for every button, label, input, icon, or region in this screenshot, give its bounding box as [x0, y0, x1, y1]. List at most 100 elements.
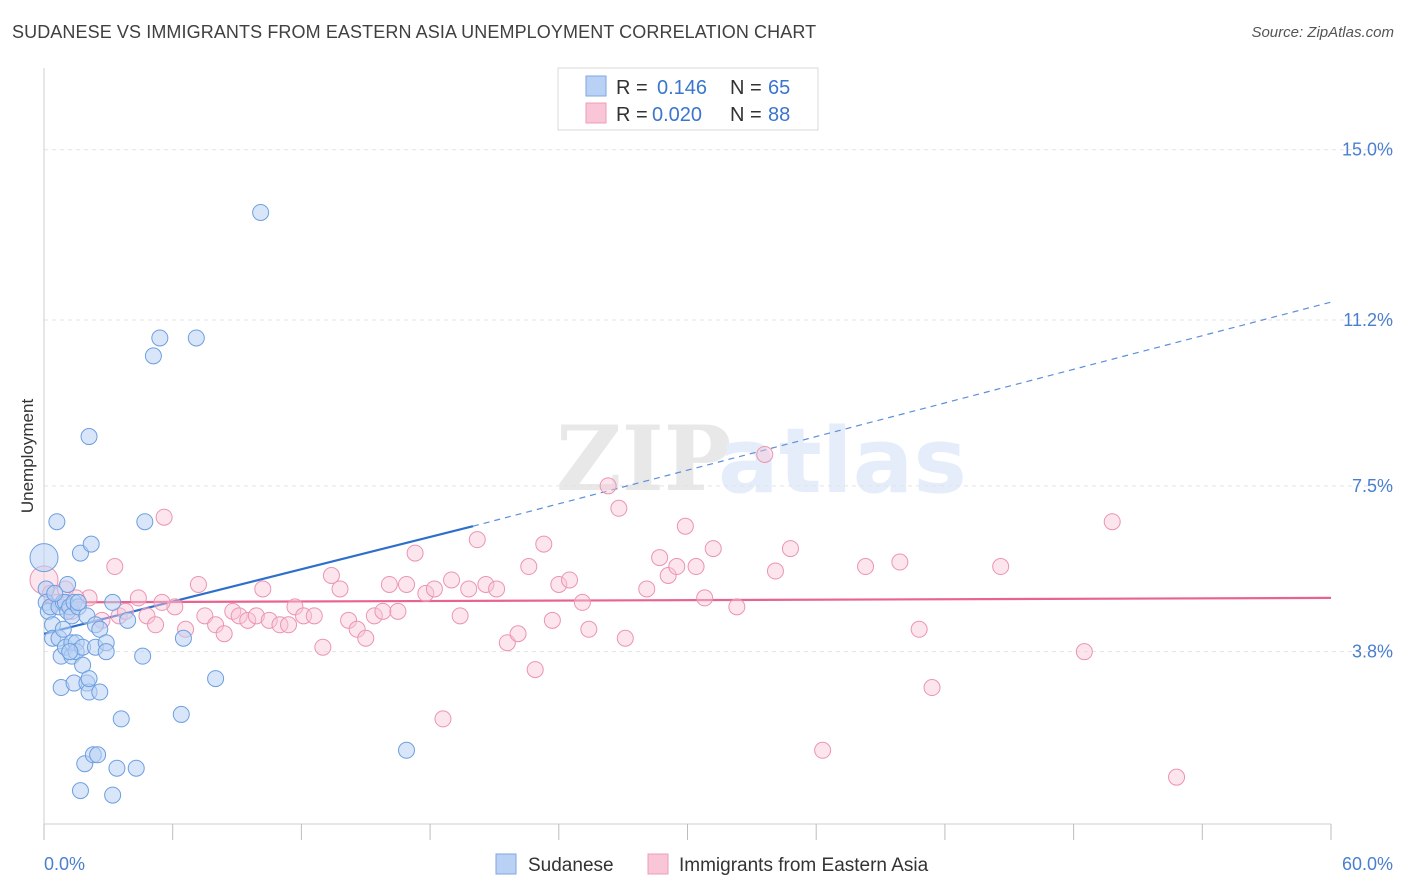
- point-sudanese-63: [46, 584, 64, 602]
- point-eastern-asia-69: [676, 517, 694, 535]
- point-eastern-asia-18: [207, 616, 225, 634]
- point-eastern-asia-36: [357, 629, 375, 647]
- y-tick-labels: 3.8% 7.5% 11.2% 15.0%: [1342, 140, 1393, 662]
- point-sudanese-27: [69, 593, 87, 611]
- legend-r-value-2: 0.020: [652, 104, 702, 126]
- point-eastern-asia-19: [215, 625, 233, 643]
- y-tick-label-2: 11.2%: [1343, 310, 1393, 330]
- data-points: [29, 203, 1186, 804]
- point-sudanese-7: [48, 513, 66, 531]
- point-eastern-asia-67: [659, 566, 677, 584]
- point-eastern-asia-77: [814, 741, 832, 759]
- point-eastern-asia-70: [687, 558, 705, 576]
- point-eastern-asia-82: [992, 558, 1010, 576]
- point-eastern-asia-47: [451, 607, 469, 625]
- point-sudanese-59: [187, 329, 205, 347]
- point-eastern-asia-84: [1103, 513, 1121, 531]
- point-eastern-asia-16: [189, 575, 207, 593]
- point-sudanese-38: [82, 535, 100, 553]
- point-eastern-asia-14: [166, 598, 184, 616]
- legend-n-value-1: 65: [768, 77, 790, 99]
- point-eastern-asia-11: [138, 607, 156, 625]
- x-tick-label-min: 0.0%: [44, 854, 85, 874]
- point-eastern-asia-81: [923, 679, 941, 697]
- legend-n-value-2: 88: [768, 104, 790, 126]
- point-eastern-asia-33: [331, 580, 349, 598]
- point-eastern-asia-78: [857, 558, 875, 576]
- trend-line-sudanese: [43, 525, 474, 635]
- point-eastern-asia-72: [704, 540, 722, 558]
- point-eastern-asia-64: [616, 629, 634, 647]
- point-eastern-asia-56: [535, 535, 553, 553]
- point-eastern-asia-10: [129, 589, 147, 607]
- point-sudanese-53: [134, 647, 152, 665]
- point-eastern-asia-12: [147, 616, 165, 634]
- point-sudanese-48: [104, 786, 122, 804]
- point-eastern-asia-23: [247, 607, 265, 625]
- point-eastern-asia-71: [696, 589, 714, 607]
- watermark-zip: ZIP: [556, 406, 731, 512]
- gridlines: [44, 149, 1393, 653]
- point-eastern-asia-54: [520, 558, 538, 576]
- point-eastern-asia-53: [509, 625, 527, 643]
- point-sudanese-57: [172, 705, 190, 723]
- point-sudanese-49: [108, 759, 126, 777]
- point-eastern-asia-43: [417, 584, 435, 602]
- point-eastern-asia-80: [910, 620, 928, 638]
- point-sudanese-17: [59, 575, 77, 593]
- point-eastern-asia-60: [573, 593, 591, 611]
- point-eastern-asia-46: [443, 571, 461, 589]
- bottom-legend-label-sudanese: Sudanese: [528, 855, 614, 876]
- point-eastern-asia-32: [322, 566, 340, 584]
- point-eastern-asia-37: [365, 607, 383, 625]
- point-sudanese-60: [207, 670, 225, 688]
- point-sudanese-51: [119, 611, 137, 629]
- point-sudanese-64: [61, 643, 79, 661]
- point-sudanese-28: [71, 782, 89, 800]
- point-eastern-asia-79: [891, 553, 909, 571]
- trend-line-eastern-asia: [43, 596, 1332, 604]
- point-eastern-asia-40: [389, 602, 407, 620]
- watermark: ZIP atlas: [556, 406, 967, 514]
- point-sudanese-37: [80, 670, 98, 688]
- point-eastern-asia-74: [756, 445, 774, 463]
- point-sudanese-56: [151, 329, 169, 347]
- point-eastern-asia-42: [406, 544, 424, 562]
- bottom-legend-swatch-eastern-asia: [647, 853, 669, 875]
- point-sudanese-61: [252, 203, 270, 221]
- point-sudanese-58: [174, 629, 192, 647]
- point-eastern-asia-50: [477, 575, 495, 593]
- watermark-atlas: atlas: [718, 409, 967, 514]
- point-sudanese-43: [91, 683, 109, 701]
- legend-r-label-1: R =: [616, 77, 648, 99]
- point-eastern-asia-27: [280, 616, 298, 634]
- legend-r-value-1: 0.146: [657, 77, 707, 99]
- point-sudanese-62: [398, 741, 416, 759]
- point-eastern-asia-49: [468, 531, 486, 549]
- y-tick-label-1: 7.5%: [1352, 476, 1393, 496]
- point-eastern-asia-51: [488, 580, 506, 598]
- point-eastern-asia-61: [580, 620, 598, 638]
- chart-title: SUDANESE VS IMMIGRANTS FROM EASTERN ASIA…: [12, 22, 817, 42]
- point-eastern-asia-62: [599, 477, 617, 495]
- point-eastern-asia-26: [271, 616, 289, 634]
- point-eastern-asia-87: [153, 593, 171, 611]
- point-eastern-asia-41: [398, 575, 416, 593]
- point-sudanese-42: [89, 746, 107, 764]
- point-eastern-asia-45: [434, 710, 452, 728]
- bottom-legend-swatch-sudanese: [495, 853, 517, 875]
- point-sudanese-36: [80, 428, 98, 446]
- point-eastern-asia-28: [286, 598, 304, 616]
- point-eastern-asia-65: [638, 580, 656, 598]
- point-eastern-asia-73: [728, 598, 746, 616]
- bottom-legend-label-eastern-asia: Immigrants from Eastern Asia: [679, 855, 929, 876]
- point-eastern-asia-30: [305, 607, 323, 625]
- point-eastern-asia-58: [550, 575, 568, 593]
- point-eastern-asia-35: [348, 620, 366, 638]
- point-sudanese-46: [97, 643, 115, 661]
- point-eastern-asia-76: [781, 540, 799, 558]
- point-sudanese-12: [54, 620, 72, 638]
- point-eastern-asia-39: [380, 575, 398, 593]
- legend-r-label-2: R =: [616, 104, 648, 126]
